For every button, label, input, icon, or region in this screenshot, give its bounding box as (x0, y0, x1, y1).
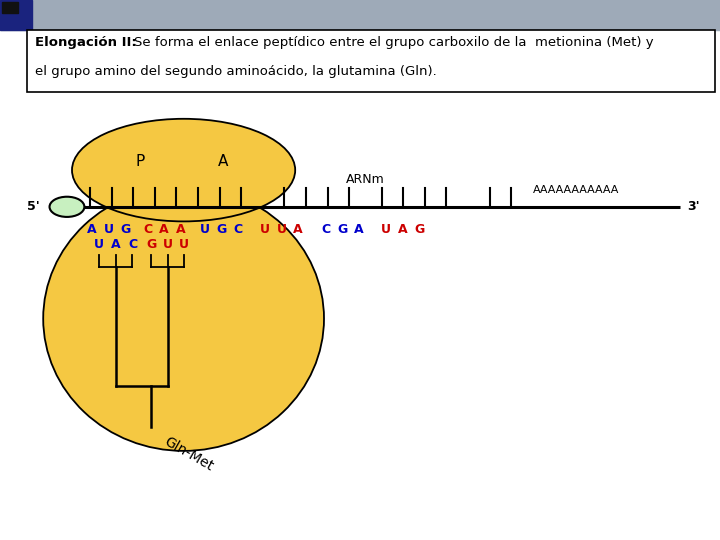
Text: U: U (260, 223, 270, 236)
Text: U: U (94, 238, 104, 251)
Text: A: A (397, 223, 408, 236)
Text: G: G (120, 223, 130, 236)
Ellipse shape (50, 197, 84, 217)
Text: Se forma el enlace peptídico entre el grupo carboxilo de la  metionina (Met) y: Se forma el enlace peptídico entre el gr… (134, 36, 654, 49)
Text: C: C (128, 238, 137, 251)
Bar (0, 0, 32, 30)
Text: G: G (146, 238, 156, 251)
Text: 3': 3' (688, 200, 701, 213)
Text: U: U (199, 223, 210, 236)
Text: U: U (381, 223, 391, 236)
Text: A: A (111, 238, 121, 251)
Text: U: U (104, 223, 114, 236)
Text: A: A (218, 154, 228, 170)
Text: U: U (276, 223, 287, 236)
Text: A: A (354, 223, 364, 236)
Text: el grupo amino del segundo aminoácido, la glutamina (Gln).: el grupo amino del segundo aminoácido, l… (35, 65, 436, 78)
Text: A: A (176, 223, 186, 236)
Text: ARNm: ARNm (346, 173, 384, 186)
Text: 5': 5' (27, 200, 40, 213)
Text: G: G (216, 223, 226, 236)
Text: G: G (337, 223, 347, 236)
Text: P: P (136, 154, 145, 170)
Text: Elongación II:: Elongación II: (35, 36, 136, 49)
Bar (2, 2, 18, 14)
Text: A: A (159, 223, 169, 236)
Text: Gln-Met: Gln-Met (162, 435, 216, 474)
Text: A: A (87, 223, 97, 236)
Text: U: U (179, 238, 189, 251)
Ellipse shape (43, 186, 324, 451)
Text: C: C (233, 223, 242, 236)
Text: C: C (143, 223, 152, 236)
Text: A: A (293, 223, 303, 236)
Text: G: G (414, 223, 424, 236)
Bar (0, 0, 720, 30)
Text: AAAAAAAAAAA: AAAAAAAAAAA (533, 185, 619, 195)
Ellipse shape (72, 119, 295, 221)
FancyBboxPatch shape (27, 30, 715, 92)
Text: U: U (163, 238, 173, 251)
Text: C: C (321, 223, 330, 236)
